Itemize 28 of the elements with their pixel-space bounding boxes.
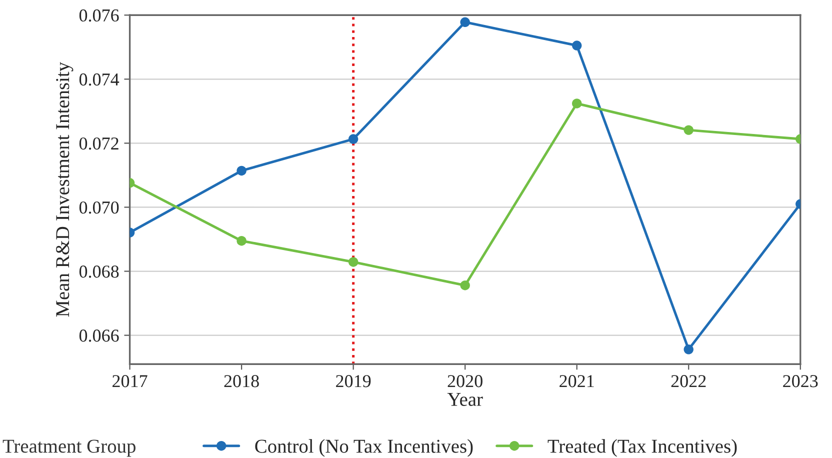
x-tick-label: 2017 [112,375,148,388]
x-tick-label: 2019 [336,375,371,388]
point [348,134,358,144]
legend-label: Control (No Tax Incentives) [255,439,473,457]
point [572,40,582,50]
point [236,166,246,176]
y-tick-label: 0.066 [79,330,119,342]
y-tick-label: 0.076 [79,9,119,22]
legend-label: Treated (Tax Incentives) [548,439,737,457]
y-tick-label: 0.072 [79,137,118,150]
x-axis-title: Year [447,393,483,406]
y-tick-label: 0.070 [79,201,119,214]
x-tick-label: 2020 [448,375,482,388]
point [460,17,470,28]
y-axis-title: Mean R&D Investment Intensity [56,62,74,317]
x-tick-label: 2018 [224,375,259,388]
point [684,344,694,354]
point [684,125,694,135]
point [348,257,358,267]
point [236,236,246,246]
y-tick-label: 0.074 [79,73,120,86]
x-tick-label: 2021 [560,375,594,388]
point [460,280,470,290]
y-tick-label: 0.068 [79,266,119,278]
legend-title: Treatment Group [2,440,136,457]
point [572,98,582,108]
x-tick-label: 2022 [671,375,706,388]
x-tick-label: 2023 [783,375,818,388]
